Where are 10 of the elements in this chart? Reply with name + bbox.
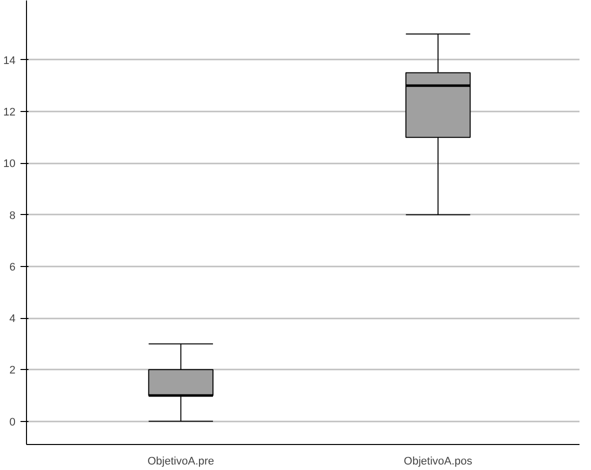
y-tick-label: 10 bbox=[3, 158, 16, 170]
x-tick-label: ObjetivoA.pre bbox=[148, 456, 214, 468]
y-tick-label: 6 bbox=[9, 261, 16, 274]
y-tick-label: 8 bbox=[9, 210, 16, 222]
y-tick-label: 0 bbox=[9, 416, 16, 428]
y-tick-label: 2 bbox=[9, 364, 16, 377]
x-tick-label: ObjetivoA.pos bbox=[404, 456, 473, 468]
y-tick-label: 14 bbox=[3, 54, 16, 67]
y-tick-label: 4 bbox=[9, 313, 16, 326]
y-tick-label: 12 bbox=[3, 106, 16, 118]
